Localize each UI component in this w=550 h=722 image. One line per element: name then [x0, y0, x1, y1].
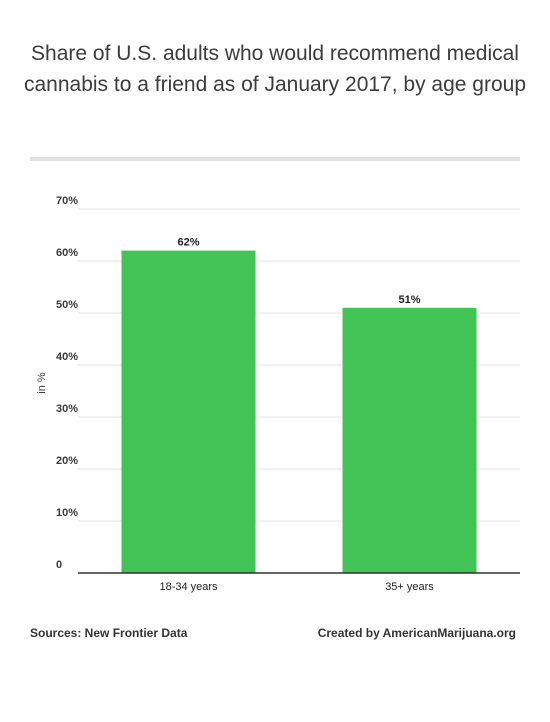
chart-title: Share of U.S. adults who would recommend… — [23, 42, 526, 96]
y-tick-label: 20% — [56, 455, 78, 467]
bar — [342, 307, 477, 573]
x-category-label: 35+ years — [385, 581, 434, 593]
bar — [121, 250, 256, 573]
y-tick-label: 30% — [56, 403, 78, 415]
y-tick-label: 10% — [56, 507, 78, 519]
y-tick-label: 0 — [56, 559, 62, 571]
y-tick-label: 40% — [56, 351, 78, 363]
x-category-label: 18-34 years — [159, 581, 218, 593]
bar-value-label: 51% — [398, 294, 420, 306]
title-divider — [30, 157, 520, 161]
y-tick-label: 70% — [56, 195, 78, 207]
y-axis-title: in % — [36, 372, 48, 394]
source-note: Sources: New Frontier Data — [30, 626, 188, 640]
y-tick-label: 60% — [56, 247, 78, 259]
credit-note: Created by AmericanMarijuana.org — [317, 626, 516, 640]
bar-value-label: 62% — [177, 237, 199, 249]
y-tick-label: 50% — [56, 299, 78, 311]
